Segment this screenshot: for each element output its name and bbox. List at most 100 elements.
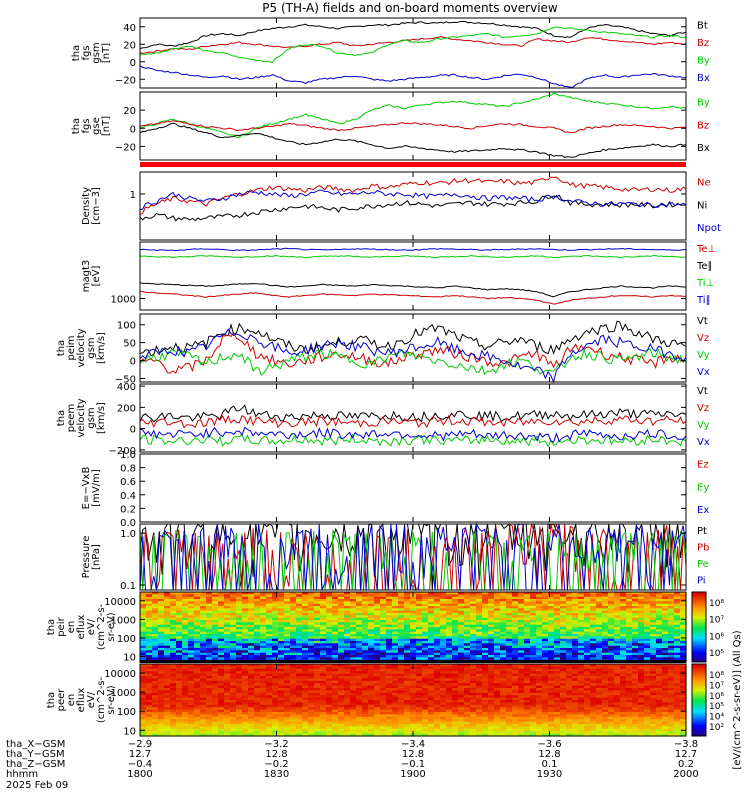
spectrogram-cell [302,688,309,691]
spectrogram-cell [374,613,381,616]
spectrogram-cell [548,641,555,644]
spectrogram-cell [164,719,171,723]
spectrogram-cell [464,714,471,718]
spectrogram-cell [512,603,519,607]
spectrogram-cell [584,627,591,630]
spectrogram-cell [458,721,465,725]
spectrogram-cell [254,688,261,691]
legend-label: Vx [697,367,710,378]
spectrogram-cell [350,592,357,595]
spectrogram-cell [482,648,489,651]
spectrogram-cell [254,702,261,706]
spectrogram-cell [218,641,225,644]
spectrogram-cell [398,702,405,706]
spectrogram-cell [146,678,153,682]
spectrogram-cell [362,683,369,687]
spectrogram-cell [308,620,315,623]
spectrogram-cell [284,680,291,684]
spectrogram-cell [356,638,363,642]
spectrogram-cell [302,716,309,720]
spectrogram-cell [272,592,279,595]
spectrogram-cell [194,733,201,737]
spectrogram-cell [524,678,531,682]
spectrogram-cell [416,610,423,614]
spectrogram-cell [338,719,345,723]
spectrogram-cell [254,601,261,605]
spectrogram-cell [434,664,441,667]
spectrogram-cell [452,697,459,701]
spectrogram-cell [476,697,483,701]
spectrogram-cell [308,610,315,614]
spectrogram-cell [236,617,243,621]
spectrogram-cell [620,622,627,626]
spectrogram-cell [152,615,159,619]
spectrogram-cell [266,683,273,687]
spectrogram-cell [404,704,411,708]
spectrogram-cell [326,716,333,720]
spectrogram-cell [308,664,315,667]
spectrogram-cell [284,673,291,677]
spectrogram-cell [506,678,513,682]
spectrogram-cell [194,594,201,598]
spectrogram-cell [356,704,363,708]
spectrogram-cell [272,596,279,600]
spectrogram-cell [260,671,267,675]
spectrogram-cell [464,634,471,637]
spectrogram-cell [494,671,501,675]
spectrogram-cell [488,603,495,607]
spectrogram-cell [278,712,285,715]
spectrogram-cell [494,620,501,623]
spectrogram-cell [494,726,501,730]
spectrogram-cell [542,594,549,598]
spectrogram-cell [218,613,225,616]
spectrogram-cell [146,634,153,637]
spectrogram-cell [674,657,681,661]
spectrogram-cell [464,721,471,725]
spectrogram-cell [674,624,681,628]
spectrogram-cell [224,655,231,658]
spectrogram-cell [434,683,441,687]
spectrogram-cell [194,676,201,679]
spectrogram-cell [314,680,321,684]
spectrogram-cell [374,678,381,682]
spectrogram-cell [266,631,273,635]
spectrogram-cell [200,636,207,640]
spectrogram-cell [290,627,297,630]
spectrogram-cell [350,622,357,626]
spectrogram-cell [152,702,159,706]
spectrogram-cell [452,726,459,730]
spectrogram-cell [152,728,159,732]
spectrogram-cell [530,697,537,701]
spectrogram-cell [404,719,411,723]
spectrogram-cell [368,688,375,691]
spectrogram-cell [200,634,207,637]
spectrogram-cell [302,643,309,647]
spectrogram-cell [182,676,189,679]
spectrogram-cell [326,695,333,699]
spectrogram-cell [218,702,225,706]
spectrogram-cell [320,709,327,713]
spectrogram-cell [308,714,315,718]
spectrogram-cell [176,704,183,708]
spectrogram-cell [584,648,591,651]
spectrogram-cell [320,685,327,689]
spectrogram-cell [140,733,147,737]
spectrogram-cell [524,704,531,708]
spectrogram-cell [140,645,147,649]
spectrogram-cell [146,592,153,595]
spectrogram-cell [458,631,465,635]
spectrogram-cell [674,650,681,654]
spectrogram-cell [362,631,369,635]
spectrogram-cell [416,666,423,670]
spectrogram-cell [200,620,207,623]
spectrogram-cell [344,695,351,699]
spectrogram-cell [362,592,369,595]
spectrogram-cell [230,608,237,612]
spectrogram-cell [644,643,651,647]
spectrogram-cell [194,731,201,735]
spectrogram-cell [188,668,195,672]
spectrogram-cell [440,714,447,718]
spectrogram-cell [158,671,165,675]
spectrogram-cell [326,610,333,614]
spectrogram-cell [362,615,369,619]
